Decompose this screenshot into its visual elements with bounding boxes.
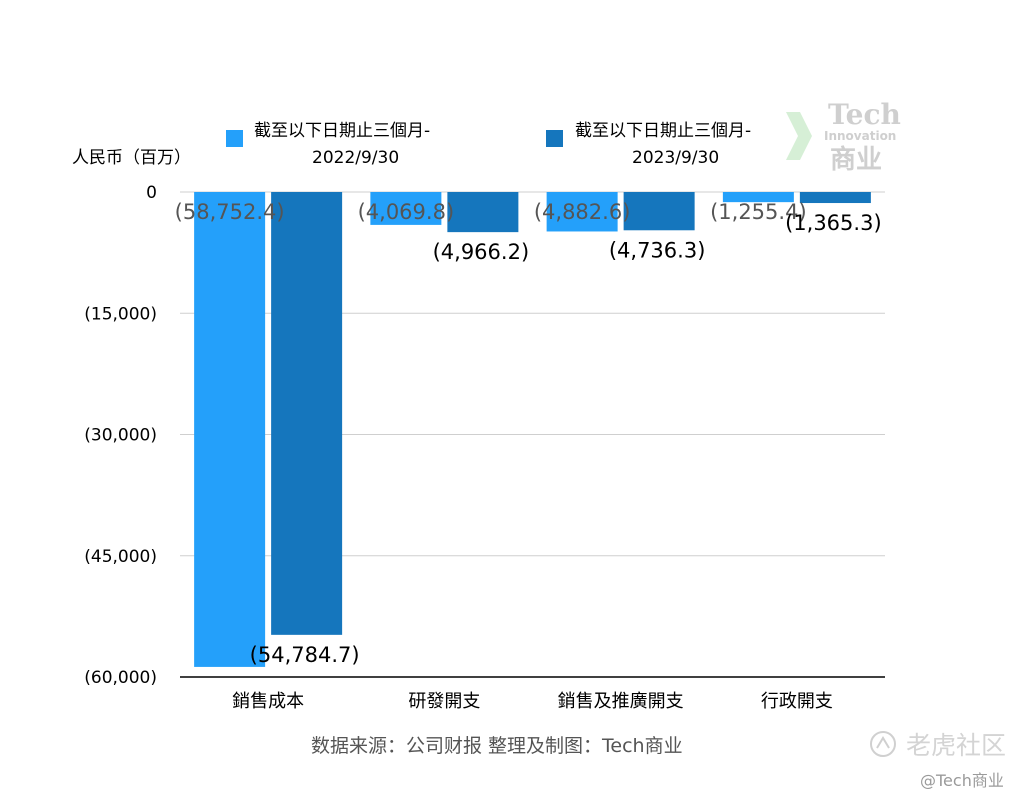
- brand-logo-innovation: Innovation: [824, 129, 896, 143]
- bar-2022: [546, 192, 618, 232]
- data-label: (1,365.3): [785, 211, 882, 235]
- data-label: (54,784.7): [250, 643, 360, 667]
- tech-innovation-logo: Tech Innovation 商业: [786, 98, 901, 175]
- brand-logo-tech: Tech: [828, 98, 901, 131]
- bar-2022: [722, 192, 794, 203]
- chevron-right-icon: [786, 112, 812, 160]
- x-category-label: 銷售及推廣開支: [558, 691, 684, 712]
- data-label: (1,255.4): [710, 200, 807, 224]
- data-label: (4,069.8): [358, 200, 455, 224]
- source-note: 数据来源：公司财报 整理及制图：Tech商业: [311, 735, 683, 757]
- legend-swatch-2023: [546, 130, 563, 147]
- y-axis-unit-label: 人民币（百万）: [72, 148, 191, 168]
- data-label: (4,882.6): [534, 200, 631, 224]
- legend: 截至以下日期止三個月- 2022/9/30 截至以下日期止三個月- 2023/9…: [226, 121, 751, 168]
- tiger-logo-icon: [870, 731, 896, 757]
- y-tick-label: (60,000): [84, 668, 157, 688]
- community-watermark: 老虎社区 @Tech商业: [870, 731, 1006, 790]
- y-tick-label: (45,000): [84, 547, 157, 567]
- axes: 0 (15,000) (30,000) (45,000) (60,000) 銷售成本 研發開…: [84, 183, 885, 712]
- legend-item-2023: 截至以下日期止三個月- 2023/9/30: [546, 121, 751, 168]
- data-label: (4,736.3): [609, 238, 706, 262]
- legend-text-2023-line1: 截至以下日期止三個月-: [575, 121, 751, 141]
- bar-2023: [799, 192, 871, 204]
- bar-2023: [447, 192, 519, 233]
- y-tick-label: 0: [146, 183, 157, 203]
- bar-2022: [370, 192, 442, 225]
- data-label: (58,752.4): [175, 200, 285, 224]
- bars: [194, 192, 871, 667]
- author-handle: @Tech商业: [920, 771, 1004, 790]
- legend-item-2022: 截至以下日期止三個月- 2022/9/30: [226, 121, 430, 168]
- y-tick-label: (15,000): [84, 304, 157, 324]
- community-name: 老虎社区: [906, 731, 1006, 760]
- legend-text-2023-line2: 2023/9/30: [632, 148, 719, 168]
- x-category-label: 研發開支: [408, 691, 480, 712]
- brand-logo-chinese: 商业: [830, 144, 882, 175]
- y-tick-label: (30,000): [84, 426, 157, 446]
- legend-text-2022-line1: 截至以下日期止三個月-: [254, 121, 430, 141]
- tiger-logo-mark: [876, 736, 890, 749]
- data-label: (4,966.2): [433, 240, 530, 264]
- bar-2023: [623, 192, 695, 231]
- bar-2022: [194, 192, 266, 667]
- x-category-label: 行政開支: [761, 691, 833, 712]
- x-category-label: 銷售成本: [232, 691, 304, 712]
- legend-text-2022-line2: 2022/9/30: [312, 148, 399, 168]
- data-labels: (58,752.4)(54,784.7)(4,069.8)(4,966.2)(4…: [175, 200, 882, 667]
- legend-swatch-2022: [226, 130, 243, 147]
- bar-2023: [271, 192, 343, 635]
